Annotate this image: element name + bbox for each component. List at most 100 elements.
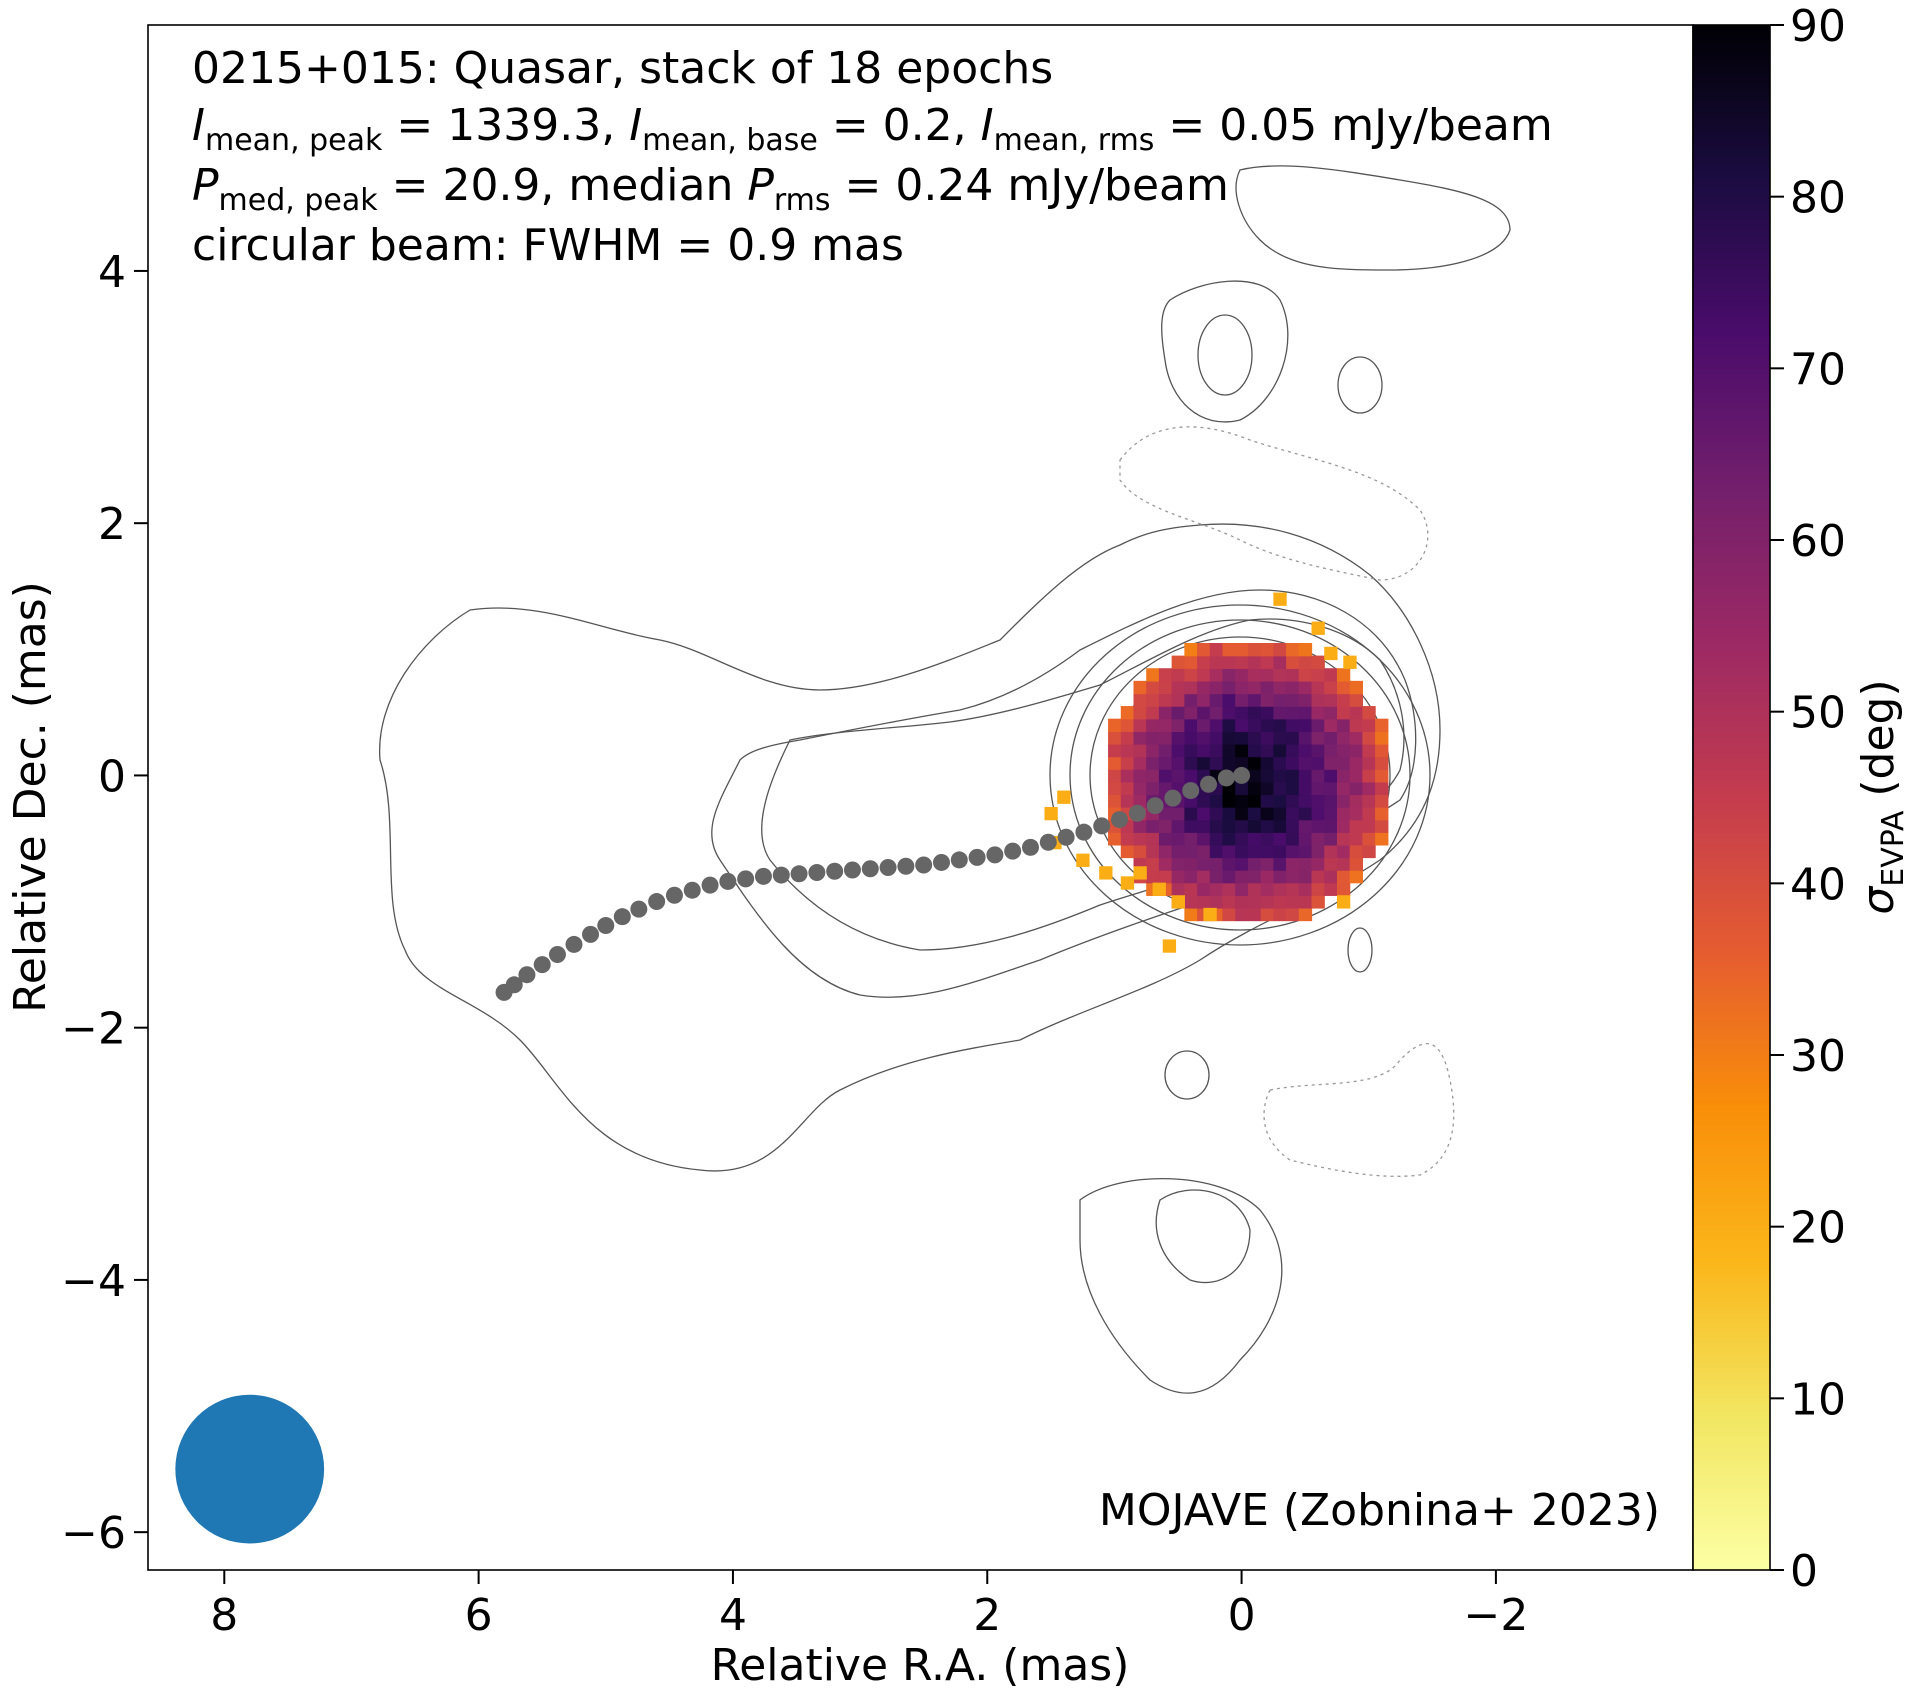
heatmap-cell — [1146, 819, 1160, 833]
heatmap-cell — [1247, 655, 1262, 669]
heatmap-cell — [1349, 706, 1363, 720]
heatmap-cell — [1247, 680, 1262, 695]
heatmap-cell — [1184, 882, 1198, 896]
ridge-point — [1164, 789, 1182, 807]
heatmap-cell — [1197, 882, 1211, 896]
heatmap-cell — [1158, 819, 1173, 833]
heatmap-cell — [1171, 806, 1185, 821]
heatmap-cell — [1260, 781, 1274, 796]
heatmap-cell — [1260, 756, 1274, 770]
heatmap-cell — [1222, 718, 1236, 732]
heatmap-cell — [1203, 907, 1217, 922]
heatmap-cell — [1146, 870, 1160, 884]
heatmap-cell — [1209, 832, 1224, 846]
heatmap-cell — [1209, 706, 1224, 720]
heatmap-cell — [1298, 832, 1313, 846]
heatmap-cell — [1298, 857, 1313, 871]
ridge-point — [565, 935, 583, 953]
heatmap-cell — [1324, 731, 1338, 745]
heatmap-cell — [1184, 668, 1198, 682]
heatmap-cell — [1324, 819, 1338, 833]
ridge-point — [1182, 782, 1200, 800]
heatmap-cell — [1311, 769, 1325, 783]
heatmap-cell — [1184, 693, 1198, 707]
heatmap-cell — [1197, 857, 1211, 871]
heatmap-cell — [1057, 790, 1071, 804]
heatmap-cell — [1362, 706, 1376, 720]
ridge-point — [1146, 797, 1164, 815]
heatmap-cell — [1222, 680, 1236, 695]
contour-4 — [1049, 604, 1431, 946]
ridge-point — [986, 846, 1004, 864]
colorbar-ticks: 0 10 20 30 40 50 60 70 80 90 — [1770, 1, 1846, 1597]
heatmap-cell — [1286, 819, 1300, 833]
heatmap-cell — [1120, 876, 1135, 890]
y-tick-label: −6 — [61, 1508, 126, 1559]
heatmap-cell — [1171, 706, 1185, 720]
colorbar-tick-label: 20 — [1790, 1203, 1846, 1254]
ridge-point — [1128, 804, 1146, 822]
heatmap-cell — [1324, 668, 1338, 682]
heatmap-cell — [1209, 844, 1224, 859]
heatmap-cell — [1171, 655, 1185, 669]
heatmap-cell — [1260, 806, 1274, 821]
heatmap-cell — [1209, 857, 1224, 871]
ridge-point — [548, 946, 566, 964]
heatmap-cell — [1235, 870, 1249, 884]
heatmap-cell — [1273, 769, 1287, 783]
heatmap-cell — [1349, 693, 1363, 707]
ridge-point — [1021, 838, 1039, 856]
ridge-point — [950, 851, 968, 869]
heatmap-cell — [1133, 693, 1147, 707]
heatmap-cell — [1324, 882, 1338, 896]
heatmap-cell — [1222, 794, 1236, 808]
heatmap-cell — [1158, 769, 1173, 783]
heatmap-cell — [1197, 870, 1211, 884]
heatmap-cell — [1235, 806, 1249, 821]
heatmap-cell — [1273, 806, 1287, 821]
heatmap-cell — [1146, 718, 1160, 732]
heatmap-cell — [1298, 731, 1313, 745]
ridge-point — [826, 862, 844, 880]
x-axis: 8 6 4 2 0 −2 — [210, 1570, 1528, 1641]
heatmap-cell — [1171, 743, 1185, 758]
heatmap-cell — [1273, 794, 1287, 808]
heatmap-cell — [1298, 844, 1313, 859]
heatmap-cell — [1311, 781, 1325, 796]
heatmap-cell — [1273, 731, 1287, 745]
heatmap-cell — [1311, 844, 1325, 859]
ridge-point — [505, 976, 523, 994]
heatmap-cell — [1260, 693, 1274, 707]
heatmap-cell — [1120, 743, 1135, 758]
heatmap-cell — [1222, 756, 1236, 770]
heatmap-cell — [1120, 794, 1135, 808]
y-tick-label: 0 — [98, 751, 126, 802]
heatmap-cell — [1286, 706, 1300, 720]
heatmap-cell — [1158, 756, 1173, 770]
heatmap-cell — [1158, 844, 1173, 859]
heatmap-cell — [1247, 832, 1262, 846]
annotation-line-4: circular beam: FWHM = 0.9 mas — [192, 220, 904, 271]
heatmap-cell — [1184, 756, 1198, 770]
heatmap-cell — [1311, 882, 1325, 896]
heatmap-cell — [1120, 718, 1135, 732]
heatmap-cell — [1324, 769, 1338, 783]
heatmap-cell — [1171, 718, 1185, 732]
heatmap-cell — [1184, 769, 1198, 783]
heatmap-cell — [1146, 706, 1160, 720]
heatmap-cell — [1298, 870, 1313, 884]
x-tick-label: 8 — [210, 1590, 238, 1641]
heatmap-cell — [1184, 819, 1198, 833]
heatmap-cell — [1184, 907, 1198, 922]
heatmap-cell — [1349, 769, 1363, 783]
x-tick-label: 2 — [973, 1590, 1001, 1641]
heatmap-cell — [1260, 857, 1274, 871]
heatmap-cell — [1247, 668, 1262, 682]
heatmap-cell — [1184, 643, 1198, 657]
heatmap-cell — [1247, 794, 1262, 808]
heatmap-cell — [1273, 819, 1287, 833]
heatmap-cell — [1209, 743, 1224, 758]
heatmap-cell — [1146, 743, 1160, 758]
contour-north-3 — [1235, 165, 1511, 271]
